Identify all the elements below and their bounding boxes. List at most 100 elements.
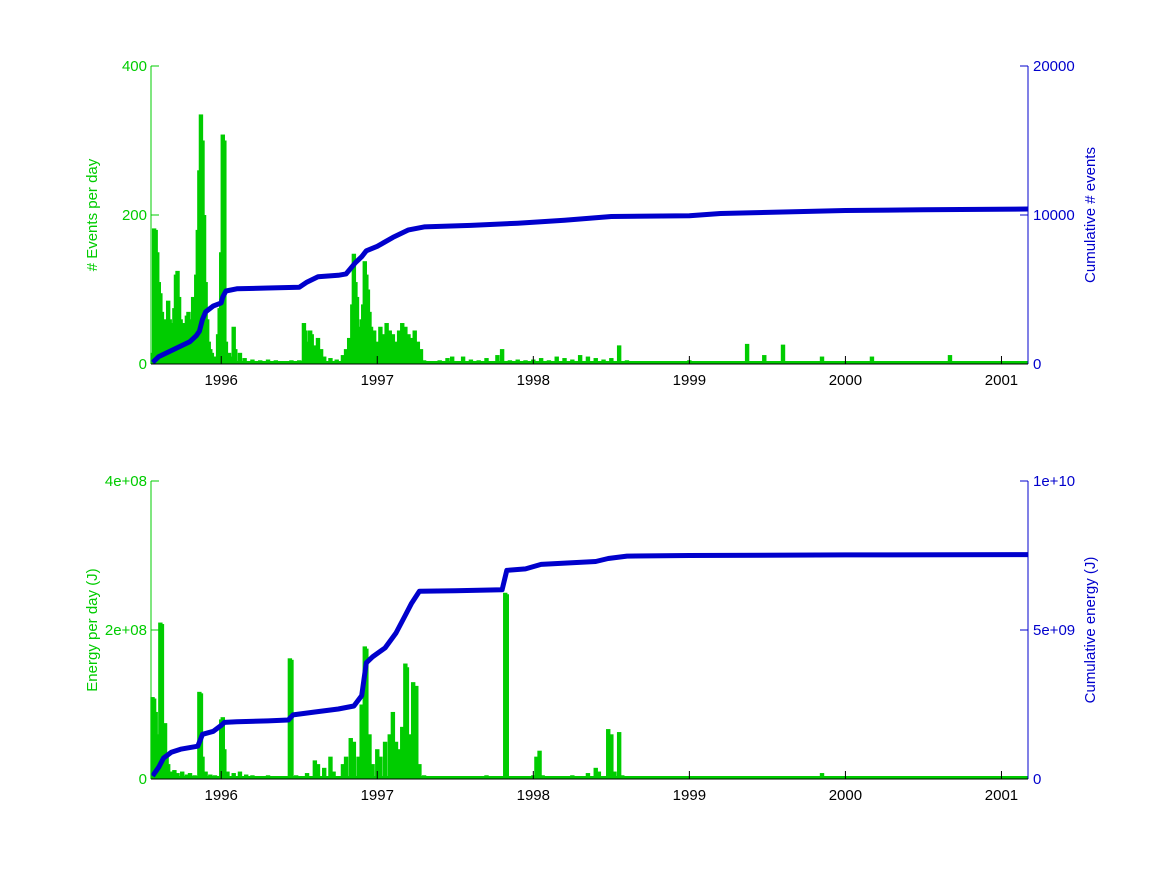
- daily-bar: [208, 774, 213, 779]
- daily-bar: [340, 764, 346, 779]
- daily-bar: [414, 685, 419, 779]
- x-tick-label: 1999: [673, 372, 706, 389]
- daily-bar: [921, 361, 926, 364]
- daily-bar: [309, 334, 314, 364]
- x-tick-label: 2001: [985, 372, 1018, 389]
- daily-bar: [947, 355, 953, 364]
- daily-bar: [858, 777, 864, 779]
- daily-bar: [289, 360, 294, 364]
- daily-bar: [328, 756, 333, 779]
- x-tick-label: 1997: [361, 372, 394, 389]
- daily-bar: [407, 734, 413, 779]
- daily-bar: [203, 771, 208, 779]
- daily-bar: [890, 361, 895, 364]
- daily-bar: [768, 361, 773, 364]
- left-tick-label: 0: [139, 771, 147, 788]
- energy-panel: 0 2e+08 4e+08 0 5e+09 1e+10 1996 1997 1998 1999…: [84, 473, 1099, 804]
- daily-bar: [400, 323, 405, 364]
- daily-bar: [346, 337, 352, 364]
- right-tick-label: 5e+09: [1033, 622, 1075, 639]
- daily-bar: [258, 776, 263, 779]
- daily-bar: [983, 777, 989, 779]
- daily-bar: [371, 330, 377, 364]
- left-tick-label: 0: [139, 356, 147, 373]
- events-x-axis: 1996 1997 1998 1999 2000 2001: [205, 356, 1018, 389]
- events-left-axis-label: # Events per day: [84, 158, 101, 271]
- daily-bar: [225, 771, 230, 779]
- daily-bar: [562, 358, 567, 364]
- daily-bar: [429, 361, 435, 364]
- daily-bar: [343, 756, 349, 779]
- daily-bar: [231, 326, 236, 364]
- daily-bar: [620, 775, 625, 779]
- x-tick-label: 1998: [517, 372, 550, 389]
- daily-bar: [616, 732, 622, 779]
- daily-bar: [606, 729, 611, 779]
- daily-bar: [1014, 361, 1020, 364]
- daily-bar: [169, 771, 174, 779]
- daily-bar: [180, 771, 185, 779]
- daily-bar: [468, 776, 474, 779]
- daily-bar: [237, 352, 243, 364]
- daily-bar: [273, 776, 279, 779]
- daily-bar: [570, 775, 575, 779]
- daily-bar: [265, 359, 271, 364]
- daily-bar: [367, 734, 372, 779]
- daily-bar: [159, 624, 165, 779]
- daily-bar: [250, 775, 255, 779]
- daily-bar: [437, 776, 442, 779]
- daily-energy-bars: [150, 592, 1028, 780]
- daily-bar: [757, 361, 762, 364]
- daily-bar: [359, 704, 364, 779]
- daily-bar: [612, 771, 617, 779]
- daily-bar: [297, 360, 302, 364]
- x-tick-label: 1999: [673, 787, 706, 804]
- daily-bar: [375, 341, 380, 364]
- daily-bar: [733, 361, 739, 364]
- daily-bar: [476, 360, 481, 364]
- daily-bar: [265, 775, 271, 779]
- daily-bar: [983, 361, 989, 364]
- daily-bar: [570, 359, 575, 364]
- daily-bar: [375, 749, 380, 779]
- daily-bar: [403, 326, 408, 364]
- daily-bar: [162, 723, 168, 779]
- daily-bar: [780, 344, 786, 364]
- daily-bar: [449, 356, 455, 364]
- left-tick-label: 2e+08: [105, 622, 147, 639]
- daily-bar: [318, 349, 324, 364]
- energy-plot-frame: [151, 481, 1028, 779]
- daily-bar: [222, 749, 227, 779]
- right-tick-label: 10000: [1033, 207, 1075, 224]
- daily-bar: [460, 356, 466, 364]
- daily-bar: [384, 323, 389, 364]
- daily-bar: [585, 356, 591, 364]
- daily-bar: [273, 360, 279, 364]
- daily-bar: [812, 361, 817, 364]
- daily-bar: [390, 711, 396, 779]
- daily-bar: [412, 330, 417, 364]
- daily-bar: [200, 756, 205, 779]
- daily-bar: [356, 756, 361, 779]
- left-tick-label: 200: [122, 207, 147, 224]
- daily-bar: [484, 358, 489, 364]
- daily-bar: [400, 726, 405, 779]
- daily-bar: [165, 764, 171, 779]
- daily-bar: [406, 334, 411, 364]
- left-tick-label: 400: [122, 58, 147, 75]
- daily-bar: [396, 330, 402, 364]
- daily-bar: [387, 734, 392, 779]
- daily-bar: [192, 775, 197, 779]
- daily-bar: [515, 777, 520, 779]
- daily-bar: [281, 776, 286, 779]
- daily-bar: [258, 360, 263, 364]
- daily-bar: [819, 356, 825, 364]
- daily-bar: [409, 337, 414, 364]
- events-left-axis: 0 200 400: [122, 58, 159, 373]
- daily-bar: [421, 360, 427, 364]
- daily-bar: [226, 352, 232, 364]
- daily-bar: [585, 773, 591, 779]
- daily-bar: [640, 361, 645, 364]
- daily-bar: [231, 773, 236, 779]
- daily-bar: [315, 337, 321, 364]
